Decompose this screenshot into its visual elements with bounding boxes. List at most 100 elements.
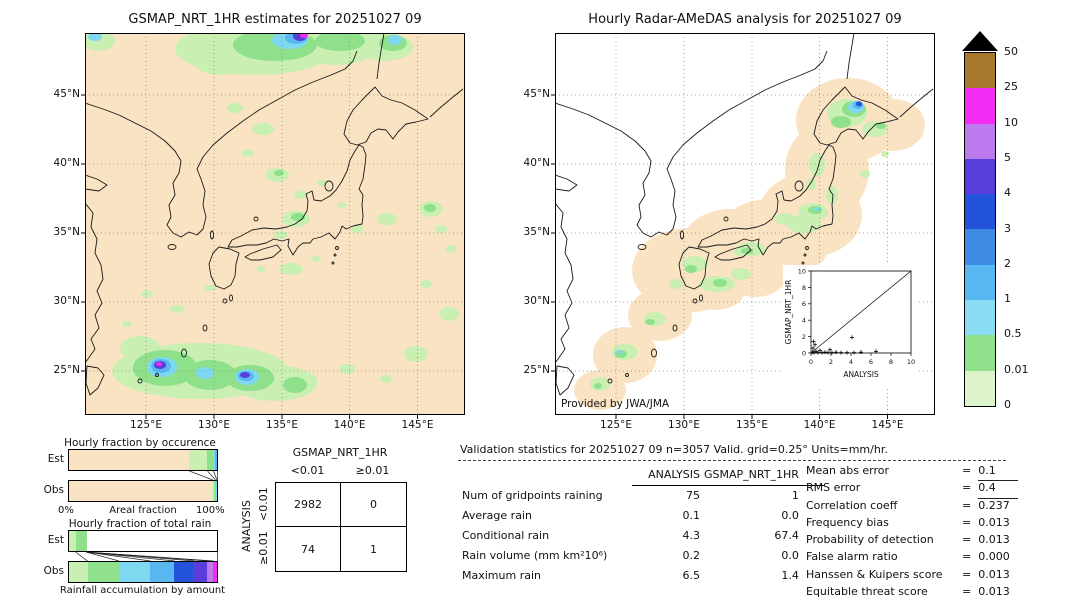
right-map-canvas: 00 2 2 4 4 6 6 8 8 10 10 ANALYSIS GSMAP_NRT_1HR [550, 33, 935, 420]
contingency-col-header: ≥0.01 [355, 464, 390, 477]
table-row: Average rain 0.1 0.0 [462, 508, 799, 522]
lat-label: 40°N [53, 157, 80, 169]
colorbar-tick-label: 2 [1004, 256, 1011, 270]
occurrence-obs-bar [68, 480, 218, 502]
row-label-est: Est [47, 534, 64, 546]
row-label-est: Est [47, 453, 64, 465]
validation-col-header: ANALYSIS [632, 465, 702, 486]
lat-label: 25°N [523, 364, 550, 376]
contingency-col-header: <0.01 [290, 464, 325, 477]
colorbar-bar [964, 52, 996, 407]
bar-segment-magenta [212, 562, 217, 582]
colorbar-segment [965, 194, 995, 230]
occurrence-est-bar [68, 449, 218, 471]
svg-text:0: 0 [802, 349, 806, 357]
svg-text:6: 6 [802, 300, 806, 308]
colorbar-segment [965, 123, 995, 159]
occurrence-xlabel: Areal fraction [109, 505, 177, 516]
bar-segment-green [206, 450, 213, 470]
colorbar-tick-label: 50 [1004, 45, 1018, 58]
svg-text:8: 8 [889, 358, 893, 366]
left-map-canvas [80, 33, 465, 420]
bar-segment-peach [69, 450, 189, 470]
lat-label: 30°N [523, 295, 550, 307]
svg-text:0: 0 [809, 358, 813, 366]
validation-col-header: GSMAP_NRT_1HR [702, 465, 825, 486]
colorbar-labels: 50 25 10 5 4 3 2 1 0.5 0.01 0 [1000, 45, 1040, 411]
occurrence-connectors [189, 471, 218, 480]
bar-segment-green [214, 481, 217, 501]
lon-label: 135°E [266, 419, 298, 431]
score-list: Mean abs error = 0.1 RMS error = 0.4 Correla… [806, 464, 1072, 602]
lat-label: 35°N [53, 226, 80, 238]
lon-label: 145°E [871, 419, 904, 431]
colorbar-segment [965, 370, 995, 406]
bar-segment-cyan [119, 562, 151, 582]
lon-label: 145°E [401, 419, 434, 431]
bar-segment-blue [174, 562, 194, 582]
lon-label: 125°E [600, 419, 632, 431]
bar-segment-white [86, 531, 217, 551]
lon-label: 130°E [668, 419, 700, 431]
table-row: Maximum rain 6.5 1.4 [462, 568, 799, 582]
bar-segment-palegreen [69, 531, 77, 551]
bar-segment-green [88, 562, 120, 582]
lat-label: 35°N [523, 226, 550, 238]
totalrain-xlabel: Rainfall accumulation by amount [59, 585, 226, 596]
lat-label: 25°N [53, 364, 80, 376]
x-min-label: 0% [58, 505, 74, 516]
colorbar-segment [965, 53, 995, 89]
lon-label: 140°E [333, 419, 366, 431]
bar-segment-skyblue [215, 450, 217, 470]
validation-table: ANALYSIS GSMAP_NRT_1HR Num of gridpoints… [460, 465, 825, 585]
colorbar-tick-label: 4 [1004, 186, 1011, 200]
svg-text:10: 10 [798, 267, 806, 275]
validation-title: Validation statistics for 20251027 09 n=… [460, 443, 888, 456]
table-row: Rain volume (mm km²10⁶) 0.2 0.0 [462, 548, 799, 562]
precip-blobs-left [85, 33, 459, 401]
inset-points [810, 335, 878, 355]
bar-segment-green [76, 531, 87, 551]
inset-scatter: 00 2 2 4 4 6 6 8 8 10 10 ANALYSIS GSMAP_NRT_1HR [783, 265, 919, 389]
colorbar-tick-label: 3 [1004, 221, 1011, 235]
bar-segment-orchid [206, 562, 213, 582]
table-row: Num of gridpoints raining 75 1 [462, 488, 799, 502]
score-line: Probability of detection = 0.013 [806, 533, 1010, 547]
x-max-label: 100% [196, 505, 225, 516]
contingency-row-header: <0.01 [257, 487, 270, 521]
colorbar-tick-label: 25 [1004, 80, 1018, 94]
contingency-col-group: GSMAP_NRT_1HR [292, 446, 388, 459]
svg-text:8: 8 [802, 284, 806, 292]
lat-label: 30°N [53, 295, 80, 307]
colorbar-segment [965, 158, 995, 195]
contingency-grid: 2982 0 74 1 [275, 482, 407, 572]
bar-segment-palegreen [188, 450, 207, 470]
score-line: RMS error = 0.4 [806, 481, 1072, 499]
score-line: Correlation coeff = 0.237 [806, 498, 1010, 512]
score-line: Equitable threat score = 0.013 [806, 585, 1010, 599]
bar-segment-cyan [216, 481, 217, 501]
colorbar-tick-label: 1 [1004, 292, 1011, 306]
lat-label: 45°N [53, 88, 80, 100]
table-row: Conditional rain 4.3 67.4 [462, 528, 799, 542]
contingency-cell: 0 [341, 483, 406, 527]
score-line: False alarm ratio = 0.000 [806, 550, 1010, 564]
lon-label: 125°E [130, 419, 162, 431]
right-map-title: Hourly Radar-AMeDAS analysis for 2025102… [588, 12, 902, 27]
colorbar-overflow-arrow [962, 31, 998, 51]
lon-label: 135°E [736, 419, 768, 431]
score-line: Mean abs error = 0.1 [806, 464, 1072, 482]
inset-xlabel: ANALYSIS [843, 370, 879, 379]
colorbar-tick-label: 0 [1004, 398, 1011, 411]
bar-segment-palegreen [69, 562, 89, 582]
right-map: 0 0 2 2 4 4 6 6 8 8 10 10 ANALYSIS GSMAP_NRT_1HR [550, 33, 935, 420]
bar-segment-cyan [212, 450, 216, 470]
lat-label: 45°N [523, 88, 550, 100]
colorbar-tick-label: 0.01 [1004, 362, 1029, 376]
colorbar-tick-label: 0.5 [1004, 327, 1022, 341]
lon-label: 130°E [198, 419, 230, 431]
totalrain-est-bar [68, 530, 218, 552]
bar-segment-skyblue [150, 562, 175, 582]
svg-text:4: 4 [802, 317, 806, 325]
